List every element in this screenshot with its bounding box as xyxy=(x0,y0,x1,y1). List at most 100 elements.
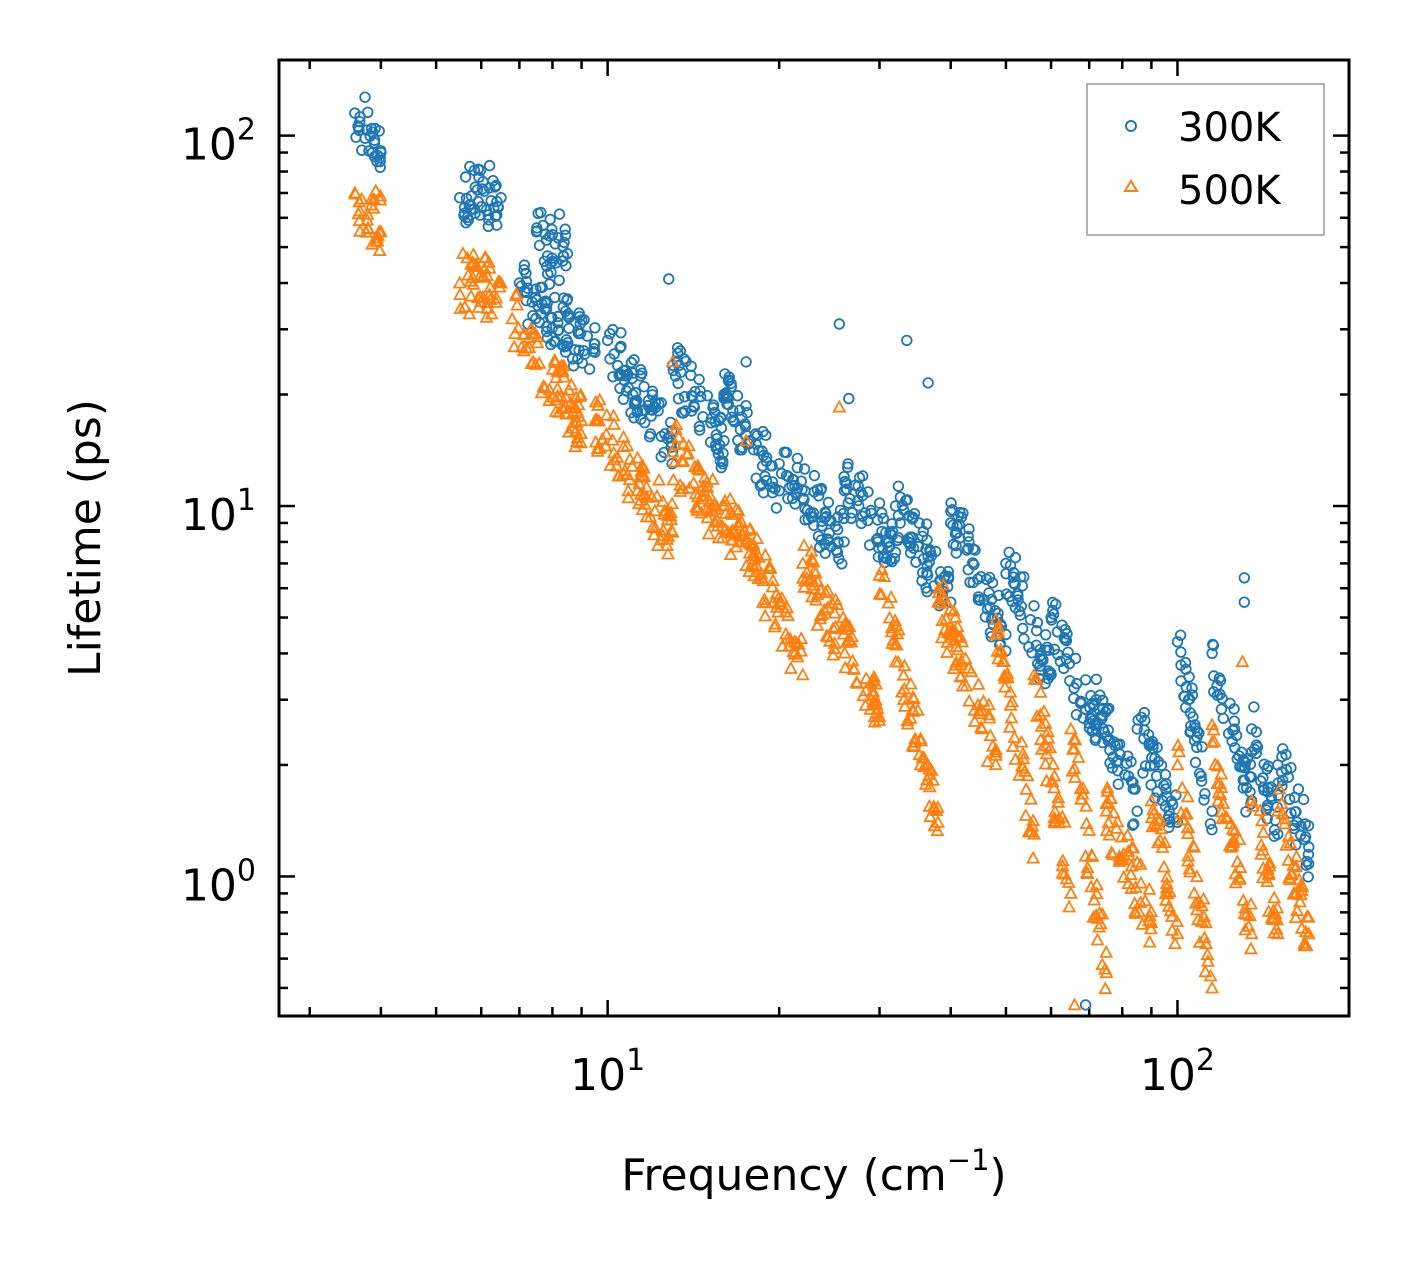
data-point-300K xyxy=(638,381,650,393)
data-point-500K xyxy=(1076,781,1091,794)
data-point-500K xyxy=(751,549,767,563)
data-point-500K xyxy=(1063,886,1078,899)
x-tick-label: 101 xyxy=(570,1043,645,1101)
data-point-300K xyxy=(757,487,770,499)
data-point-500K xyxy=(607,452,622,466)
data-point-500K xyxy=(617,463,632,476)
data-point-500K xyxy=(493,275,509,289)
data-point-300K xyxy=(1189,756,1202,769)
data-point-500K xyxy=(962,693,977,707)
data-point-300K xyxy=(362,106,374,119)
data-point-500K xyxy=(838,660,853,674)
data-point-500K xyxy=(863,675,879,689)
data-point-300K xyxy=(808,469,821,482)
data-point-300K xyxy=(921,586,933,598)
data-point-500K xyxy=(805,552,820,566)
data-point-500K xyxy=(1237,906,1252,920)
data-point-500K xyxy=(468,258,483,272)
data-point-500K xyxy=(1161,899,1176,912)
data-point-300K xyxy=(1174,629,1187,641)
data-point-500K xyxy=(566,415,581,428)
data-point-500K xyxy=(1165,922,1180,936)
data-point-500K xyxy=(1150,835,1165,849)
data-point-300K xyxy=(588,338,601,350)
data-point-500K xyxy=(463,288,479,302)
data-point-500K xyxy=(923,809,938,823)
data-point-300K xyxy=(519,286,531,298)
data-point-500K xyxy=(946,661,961,674)
data-point-500K xyxy=(813,608,828,621)
data-point-300K xyxy=(1303,841,1315,853)
data-point-300K xyxy=(1214,674,1227,687)
data-point-500K xyxy=(588,394,603,408)
data-point-300K xyxy=(833,318,846,330)
data-point-300K xyxy=(1195,775,1208,787)
data-point-500K xyxy=(365,236,380,250)
data-point-500K xyxy=(1062,899,1077,913)
data-point-500K xyxy=(1198,964,1213,978)
data-point-300K xyxy=(1126,819,1139,831)
data-point-500K xyxy=(723,547,738,560)
data-point-300K xyxy=(527,310,539,322)
data-point-300K xyxy=(536,281,549,294)
data-point-300K xyxy=(863,539,876,551)
data-point-500K xyxy=(797,538,812,551)
data-point-300K xyxy=(1206,824,1218,836)
data-point-500K xyxy=(888,654,903,668)
data-point-500K xyxy=(958,651,973,665)
data-point-500K xyxy=(1002,719,1017,733)
data-point-300K xyxy=(1179,656,1192,669)
data-point-300K xyxy=(1261,799,1274,812)
data-point-500K xyxy=(1047,810,1062,824)
data-point-300K xyxy=(518,264,530,276)
data-point-500K xyxy=(1100,783,1115,797)
data-point-500K xyxy=(742,564,757,578)
data-point-300K xyxy=(962,564,974,576)
data-point-500K xyxy=(838,615,853,629)
data-point-300K xyxy=(1302,871,1314,883)
data-point-300K xyxy=(922,377,934,389)
data-point-500K xyxy=(827,636,842,649)
data-point-300K xyxy=(1156,794,1169,807)
data-point-300K xyxy=(903,510,915,522)
data-point-500K xyxy=(988,627,1003,640)
data-point-500K xyxy=(1300,909,1315,922)
data-point-300K xyxy=(1272,759,1284,771)
data-point-500K xyxy=(1205,735,1220,748)
data-point-500K xyxy=(665,354,680,368)
data-point-500K xyxy=(509,286,524,300)
data-point-500K xyxy=(647,503,663,517)
data-point-500K xyxy=(1279,837,1294,851)
data-point-300K xyxy=(839,475,851,488)
data-point-300K xyxy=(669,370,682,382)
data-point-500K xyxy=(1194,898,1209,912)
data-point-300K xyxy=(1102,724,1114,736)
data-point-300K xyxy=(1237,774,1250,786)
data-point-500K xyxy=(1051,790,1066,804)
data-point-500K xyxy=(1207,734,1222,747)
data-point-300K xyxy=(1083,717,1095,730)
data-point-300K xyxy=(857,470,869,482)
data-point-500K xyxy=(903,676,918,690)
data-point-300K xyxy=(1049,598,1062,611)
data-point-300K xyxy=(1150,770,1163,782)
data-point-300K xyxy=(865,507,878,520)
data-point-500K xyxy=(819,628,834,642)
data-point-500K xyxy=(981,697,996,711)
data-point-300K xyxy=(562,310,574,323)
data-point-500K xyxy=(1079,865,1095,878)
data-point-500K xyxy=(651,472,667,486)
data-point-500K xyxy=(460,250,475,264)
data-point-500K xyxy=(696,491,711,505)
data-point-300K xyxy=(1089,734,1102,746)
data-point-300K xyxy=(589,322,601,334)
data-point-500K xyxy=(906,691,922,705)
data-point-300K xyxy=(921,566,933,579)
data-point-500K xyxy=(646,527,662,541)
data-point-500K xyxy=(1034,741,1049,755)
data-point-300K xyxy=(540,321,553,333)
legend-marker-300k xyxy=(1125,120,1137,132)
data-point-300K xyxy=(1228,703,1240,715)
data-point-500K xyxy=(717,493,733,507)
data-point-500K xyxy=(926,801,941,815)
